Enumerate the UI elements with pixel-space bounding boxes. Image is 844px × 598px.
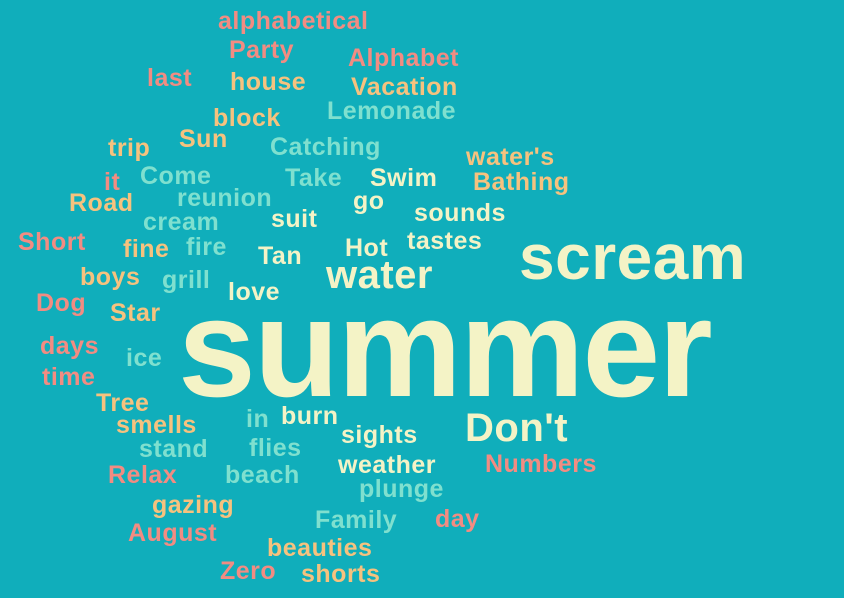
word-flies: flies	[249, 434, 302, 462]
word-beauties: beauties	[267, 534, 373, 562]
word-sun: Sun	[179, 125, 228, 153]
word-sounds: sounds	[414, 199, 506, 227]
word-star: Star	[110, 299, 161, 327]
word-go: go	[353, 187, 385, 215]
word-scream: scream	[519, 221, 747, 293]
word-plunge: plunge	[359, 475, 444, 503]
word-in: in	[246, 405, 270, 433]
word-shorts: shorts	[301, 560, 381, 588]
word-alphabetical: alphabetical	[218, 7, 369, 35]
word-day: day	[435, 505, 480, 533]
word-dont: Don't	[465, 406, 569, 450]
word-zero: Zero	[220, 557, 277, 585]
word-water: water	[326, 253, 433, 297]
word-days: days	[40, 332, 99, 360]
word-time: time	[42, 363, 96, 391]
word-take: Take	[285, 164, 343, 192]
word-block: block	[213, 104, 281, 132]
word-last: last	[147, 64, 193, 92]
word-suit: suit	[271, 205, 318, 233]
word-fire: fire	[186, 233, 227, 261]
word-waters: water's	[466, 143, 555, 171]
word-dog: Dog	[36, 289, 87, 317]
word-short: Short	[18, 228, 86, 256]
word-stand: stand	[139, 435, 209, 463]
word-august: August	[128, 519, 218, 547]
word-alphabet: Alphabet	[348, 44, 459, 72]
word-house: house	[230, 68, 307, 96]
word-tan: Tan	[258, 242, 303, 270]
word-vacation: Vacation	[351, 73, 458, 101]
word-trip: trip	[108, 134, 151, 162]
word-lemonade: Lemonade	[327, 97, 457, 125]
word-hot: Hot	[345, 234, 389, 262]
word-party: Party	[229, 36, 295, 64]
word-grill: grill	[162, 266, 211, 294]
word-burn: burn	[281, 402, 339, 430]
word-swim: Swim	[370, 164, 438, 192]
word-smells: smells	[116, 411, 197, 439]
word-cream: cream	[143, 208, 220, 236]
word-numbers: Numbers	[485, 450, 597, 478]
word-beach: beach	[225, 461, 300, 489]
word-reunion: reunion	[177, 184, 273, 212]
word-it: it	[104, 168, 121, 196]
word-tastes: tastes	[407, 227, 483, 255]
word-weather: weather	[338, 451, 436, 479]
word-road: Road	[69, 189, 134, 217]
word-catching: Catching	[270, 133, 381, 161]
word-boys: boys	[80, 263, 141, 291]
word-come: Come	[140, 162, 212, 190]
word-gazing: gazing	[152, 491, 235, 519]
word-tree: Tree	[96, 389, 150, 417]
word-ice: ice	[126, 344, 163, 372]
word-bathing: Bathing	[473, 168, 570, 196]
word-summer: summer	[178, 269, 713, 426]
word-fine: fine	[123, 235, 170, 263]
word-family: Family	[315, 506, 398, 534]
word-sights: sights	[341, 421, 418, 449]
word-relax: Relax	[108, 461, 178, 489]
word-love: love	[228, 278, 281, 306]
